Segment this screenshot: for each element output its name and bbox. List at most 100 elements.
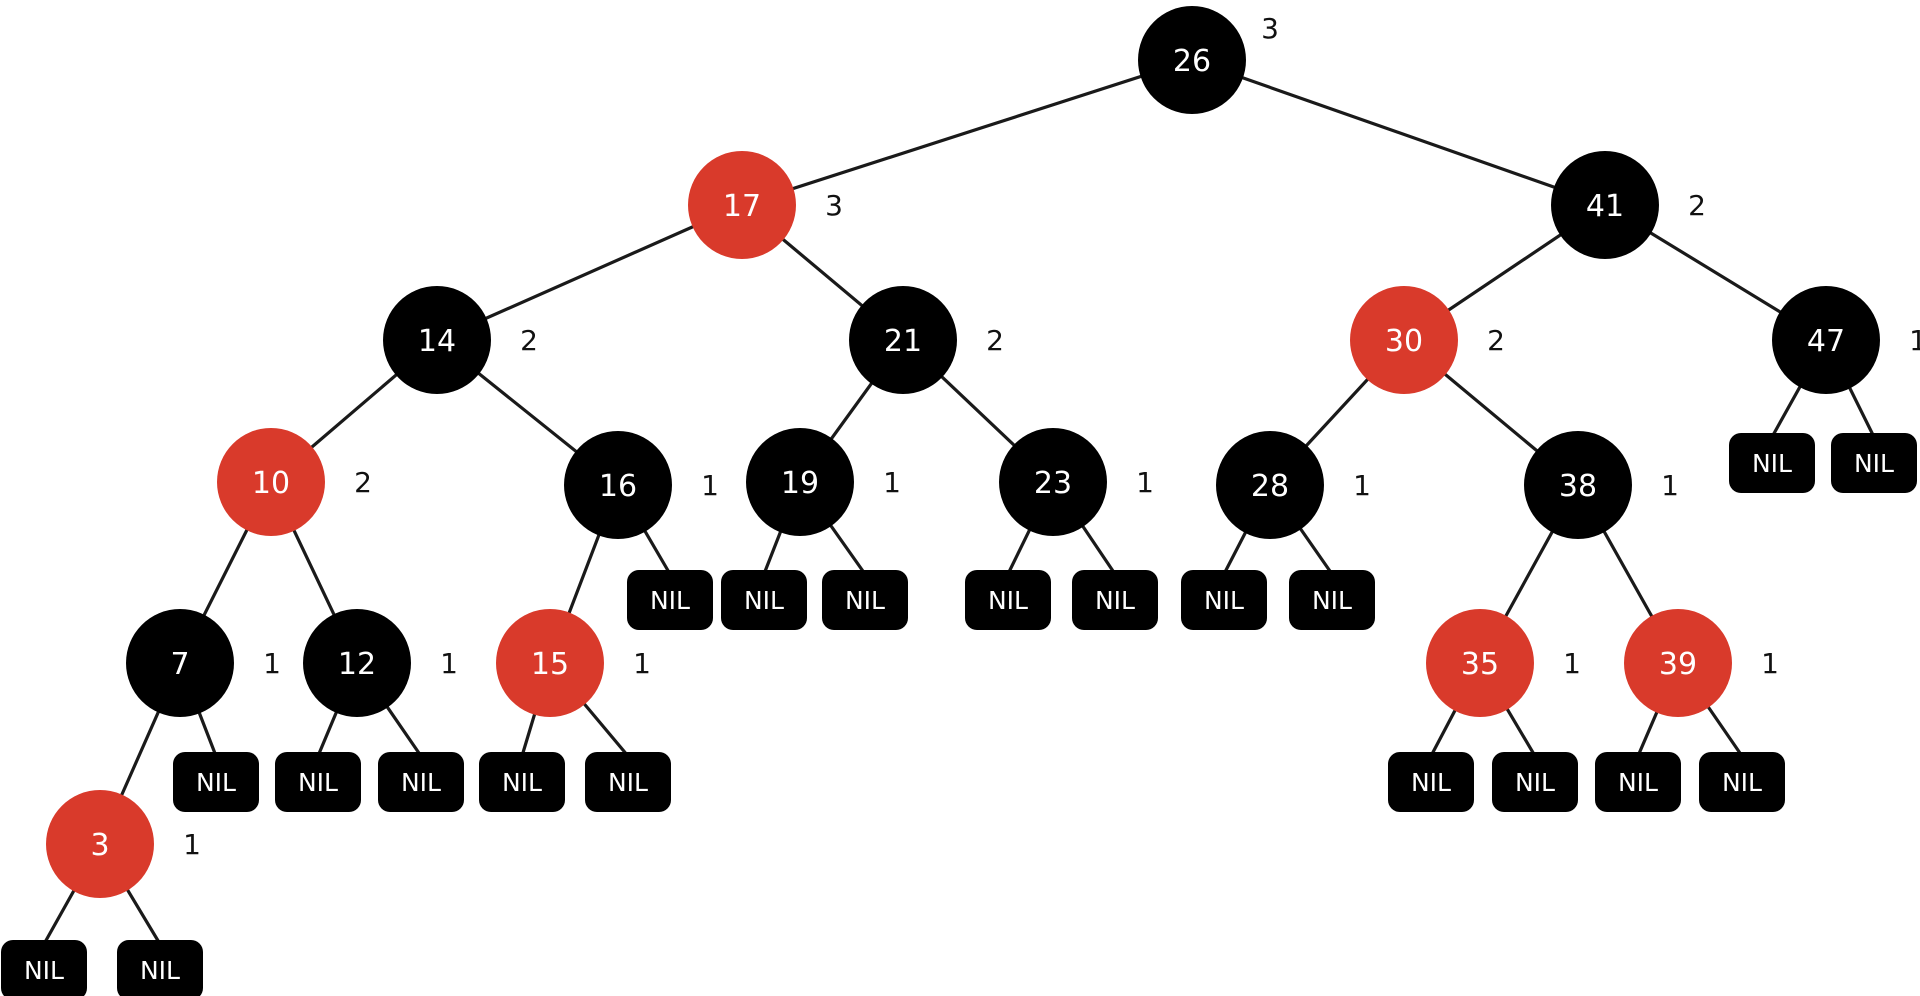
node-key-label: 28 [1251,469,1289,504]
nil-leaf: NIL [479,752,565,812]
nil-leaf: NIL [378,752,464,812]
nil-leaf: NIL [965,570,1051,630]
node-key-label: 39 [1659,647,1697,682]
tree-node-39: 39 [1624,609,1732,717]
node-key-label: 30 [1385,324,1423,359]
node-circle-black [1216,431,1324,539]
nil-leaf: NIL [1729,433,1815,493]
black-height-label: 2 [1487,324,1505,357]
tree-node-38: 38 [1524,431,1632,539]
node-circle-black [1524,431,1632,539]
nil-label: NIL [1095,586,1135,615]
black-height-label: 3 [825,189,843,222]
nil-box [1388,752,1474,812]
edge-17-14 [435,203,744,342]
nil-box [1,940,87,996]
nil-box [585,752,671,812]
node-circle-red [46,790,154,898]
tree-node-3: 3 [46,790,154,898]
black-height-labels: 33 22 2 2 12 1 1 1 1 11 1 1 1 11 [183,12,1920,861]
node-key-label: 21 [884,324,922,359]
nil-label: NIL [401,768,441,797]
nil-label: NIL [988,586,1028,615]
node-circle-red [1624,609,1732,717]
nil-box [117,940,203,996]
black-height-label: 1 [1761,647,1779,680]
black-height-label: 2 [986,324,1004,357]
nil-label: NIL [298,768,338,797]
tree-node-15: 15 [496,609,604,717]
nil-box [1831,433,1917,493]
tree-node-30: 30 [1350,286,1458,394]
node-key-label: 35 [1461,647,1499,682]
nil-box [1181,570,1267,630]
nil-leaf: NIL [173,752,259,812]
node-circle-black [303,609,411,717]
black-height-label: 1 [701,469,719,502]
edge-26-41 [1190,58,1607,207]
node-key-label: 3 [90,828,109,863]
nil-box [1072,570,1158,630]
tree-node-23: 23 [999,428,1107,536]
black-height-label: 1 [263,647,281,680]
black-height-label: 1 [633,647,651,680]
black-height-label: 1 [1661,469,1679,502]
tree-node-21: 21 [849,286,957,394]
node-key-label: 47 [1807,324,1845,359]
node-circle-black [999,428,1107,536]
node-circle-black [383,286,491,394]
nil-box [1595,752,1681,812]
nil-label: NIL [502,768,542,797]
node-key-label: 10 [252,466,290,501]
node-circle-red [1350,286,1458,394]
nil-label: NIL [1515,768,1555,797]
node-key-label: 7 [170,647,189,682]
nil-leaf: NIL [117,940,203,996]
nil-label: NIL [650,586,690,615]
node-circle-black [1551,151,1659,259]
nil-label: NIL [1854,449,1894,478]
black-height-label: 1 [1909,324,1920,357]
node-circle-black [746,428,854,536]
nil-leaf: NIL [1072,570,1158,630]
nil-label: NIL [608,768,648,797]
tree-node-14: 14 [383,286,491,394]
edge-26-17 [740,58,1194,207]
black-height-label: 1 [440,647,458,680]
nil-leaf: NIL [275,752,361,812]
nil-leaf: NIL [1831,433,1917,493]
nil-box [1492,752,1578,812]
nil-box [721,570,807,630]
node-circle-black [564,431,672,539]
nil-leaf: NIL [1,940,87,996]
nil-leaves: NIL NIL NIL NIL NIL NIL NIL NIL NIL NIL NIL NIL NIL N… [1,433,1917,996]
nil-box [173,752,259,812]
nil-label: NIL [1411,768,1451,797]
black-height-label: 3 [1261,12,1279,45]
black-height-label: 1 [883,466,901,499]
nil-leaf: NIL [1289,570,1375,630]
tree-node-12: 12 [303,609,411,717]
node-key-label: 23 [1034,466,1072,501]
node-circle-red [688,151,796,259]
nil-label: NIL [1312,586,1352,615]
nil-leaf: NIL [1492,752,1578,812]
black-height-label: 1 [1136,466,1154,499]
node-key-label: 14 [418,324,456,359]
node-key-label: 26 [1173,44,1211,79]
black-height-label: 1 [183,828,201,861]
black-height-label: 2 [1688,189,1706,222]
nil-leaf: NIL [1388,752,1474,812]
node-circle-red [1426,609,1534,717]
nil-label: NIL [1618,768,1658,797]
nil-label: NIL [196,768,236,797]
nil-leaf: NIL [1595,752,1681,812]
node-key-label: 19 [781,466,819,501]
nil-label: NIL [845,586,885,615]
node-circle-black [126,609,234,717]
nil-label: NIL [140,956,180,985]
node-circle-black [849,286,957,394]
node-key-label: 17 [723,189,761,224]
tree-node-17: 17 [688,151,796,259]
